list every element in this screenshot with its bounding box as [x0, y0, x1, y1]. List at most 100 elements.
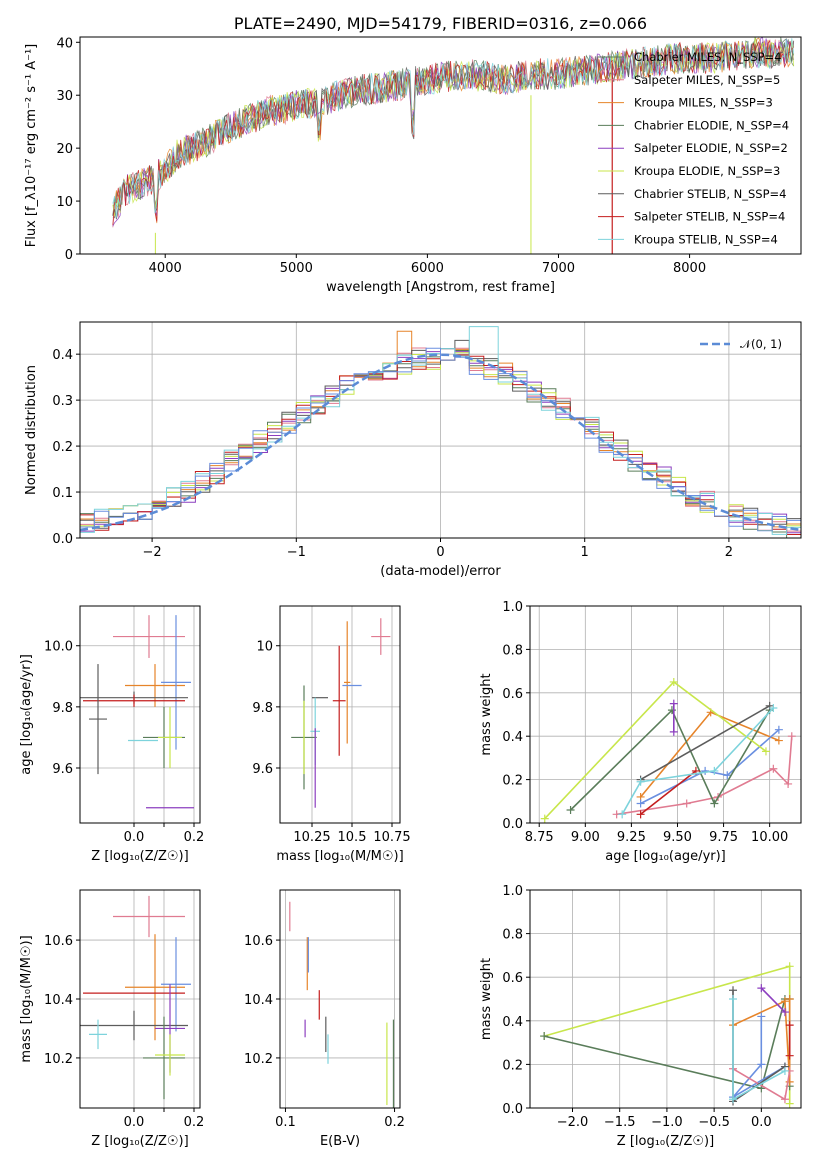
- y-tick-label: 0.2: [52, 440, 73, 455]
- weight-marker: [769, 764, 778, 773]
- x-tick-label: 5000: [280, 261, 313, 276]
- weight-marker: [729, 995, 738, 1003]
- weight-marker: [761, 747, 770, 756]
- subplot-age-vs-Z: 0.0 0.2 9.6 9.8 10.0 Z [log₁₀(Z/Z☉)] age [log₁…: [19, 605, 205, 864]
- x-tick-label: −2.0: [557, 1115, 589, 1130]
- weight-marker: [757, 984, 766, 993]
- weight-marker: [785, 1051, 794, 1060]
- weight-marker: [669, 699, 678, 708]
- weight-marker: [723, 771, 732, 780]
- legend-entry: Kroupa ELODIE, N_SSP=3: [634, 164, 780, 178]
- y-tick-label: 10.4: [244, 993, 273, 1008]
- x-tick-label: 0.1: [275, 1115, 296, 1130]
- x-tick-label: 8.75: [525, 830, 554, 845]
- weight-marker: [785, 995, 794, 1003]
- weight-marker: [785, 1021, 794, 1030]
- y-tick-label: 10.2: [244, 1052, 273, 1067]
- subplot-residuals: −2 −1 0 1 2 0.0 0.1 0.2 0.3 0.4 (data-model)/error…: [24, 321, 802, 579]
- y-tick-label: 1.0: [502, 884, 523, 899]
- weight-marker: [774, 736, 783, 745]
- weight-marker: [710, 799, 719, 808]
- x-tick-label: 8000: [673, 261, 706, 276]
- legend-entry: Salpeter STELIB, N_SSP=4: [634, 210, 785, 224]
- x-tick-label: 0.0: [124, 1115, 145, 1130]
- x-tick-label: 0: [436, 545, 444, 560]
- y-tick-label: 0.4: [502, 1015, 523, 1030]
- legend-entry: Chabrier MILES, N_SSP=4: [634, 50, 781, 64]
- y-tick-label: 0.0: [52, 532, 73, 547]
- weight-marker: [701, 766, 710, 775]
- x-axis-label: Z [log₁₀(Z/Z☉)]: [617, 1134, 714, 1149]
- x-tick-label: 10.5: [338, 830, 367, 845]
- subplot-spectrum: 4000 5000 6000 7000 8000 0 10 20 30 40 wavelength …: [24, 14, 802, 295]
- x-tick-label: 0.2: [184, 830, 205, 845]
- weight-marker: [780, 1066, 789, 1075]
- y-tick-label: 40: [56, 36, 73, 51]
- weight-marker: [540, 814, 549, 823]
- weight-marker: [785, 1077, 794, 1086]
- weight-marker: [669, 677, 678, 686]
- weight-series-line: [760, 987, 786, 1013]
- weight-marker: [774, 725, 783, 734]
- y-tick-label: 0.2: [502, 774, 523, 789]
- x-tick-label: 10.25: [293, 830, 330, 845]
- x-axis-label: Z [log₁₀(Z/Z☉)]: [91, 1134, 188, 1149]
- weight-marker: [769, 703, 778, 712]
- weight-series-line: [621, 707, 774, 815]
- y-tick-label: 0.6: [502, 687, 523, 702]
- weight-series-line: [640, 729, 780, 805]
- weight-series-line: [640, 770, 697, 815]
- y-tick-label: 10: [256, 640, 273, 655]
- x-axis-label: E(B-V): [320, 1134, 360, 1149]
- y-tick-label: 0.1: [52, 486, 73, 501]
- weight-series-line: [616, 736, 793, 816]
- weight-marker: [636, 810, 645, 819]
- x-tick-label: 9.75: [709, 830, 738, 845]
- subplot-weight-vs-age: 8.75 9.00 9.25 9.50 9.75 10.00 0.0 0.2 0.4 0.6 0.8…: [479, 600, 802, 864]
- weight-marker: [785, 1099, 794, 1108]
- subplot-mass-vs-Z: 0.0 0.2 10.2 10.4 10.6 Z [log₁₀(Z/Z☉)] mass [l…: [19, 889, 205, 1149]
- y-tick-label: 9.8: [252, 701, 273, 716]
- weight-marker: [787, 732, 796, 741]
- x-tick-label: 2: [725, 545, 733, 560]
- weight-marker: [682, 799, 691, 808]
- y-tick-label: 0.8: [502, 643, 523, 658]
- legend: 𝒩(0, 1): [700, 337, 782, 351]
- y-tick-label: 9.8: [52, 701, 73, 716]
- y-tick-label: 0.0: [502, 1102, 523, 1117]
- legend: Chabrier MILES, N_SSP=4 Salpeter MILES, N…: [598, 50, 789, 246]
- errorbars: [291, 618, 391, 808]
- weight-marker: [669, 727, 678, 736]
- legend-entry: Chabrier ELODIE, N_SSP=4: [634, 118, 789, 132]
- weight-marker: [757, 1012, 766, 1021]
- errorbars: [289, 901, 395, 1108]
- x-tick-label: −1: [287, 545, 306, 560]
- weight-marker: [667, 706, 676, 715]
- weight-marker: [780, 1095, 789, 1104]
- x-tick-label: 0.2: [184, 1115, 205, 1130]
- weight-marker: [540, 1032, 549, 1041]
- x-tick-label: 0.0: [124, 830, 145, 845]
- x-tick-label: 6000: [411, 261, 444, 276]
- weight-marker: [729, 986, 738, 995]
- y-tick-label: 10.6: [244, 934, 273, 949]
- weight-lines: [540, 677, 796, 823]
- axes-frame: [79, 605, 201, 824]
- axes-frame: [279, 889, 401, 1109]
- subplot-mass-vs-EBV: 0.1 0.2 10.2 10.4 10.6 E(B-V): [244, 889, 405, 1149]
- weight-marker: [566, 805, 575, 814]
- x-tick-label: 1: [581, 545, 589, 560]
- weight-marker: [710, 766, 719, 775]
- spectrum-series-line: [112, 38, 795, 218]
- legend-entry: Salpeter MILES, N_SSP=5: [634, 73, 780, 87]
- errorbars: [80, 615, 194, 809]
- weight-marker: [780, 1008, 789, 1017]
- legend-entry: Chabrier STELIB, N_SSP=4: [634, 187, 786, 201]
- axes-frame: [79, 321, 802, 539]
- y-axis-label: Flux [f_λ10⁻¹⁷ erg cm⁻² s⁻¹ A⁻¹]: [24, 44, 39, 248]
- x-axis-label: Z [log₁₀(Z/Z☉)]: [91, 849, 188, 864]
- axes-frame: [279, 605, 401, 824]
- y-tick-label: 10.6: [44, 934, 73, 949]
- weight-marker: [636, 777, 645, 786]
